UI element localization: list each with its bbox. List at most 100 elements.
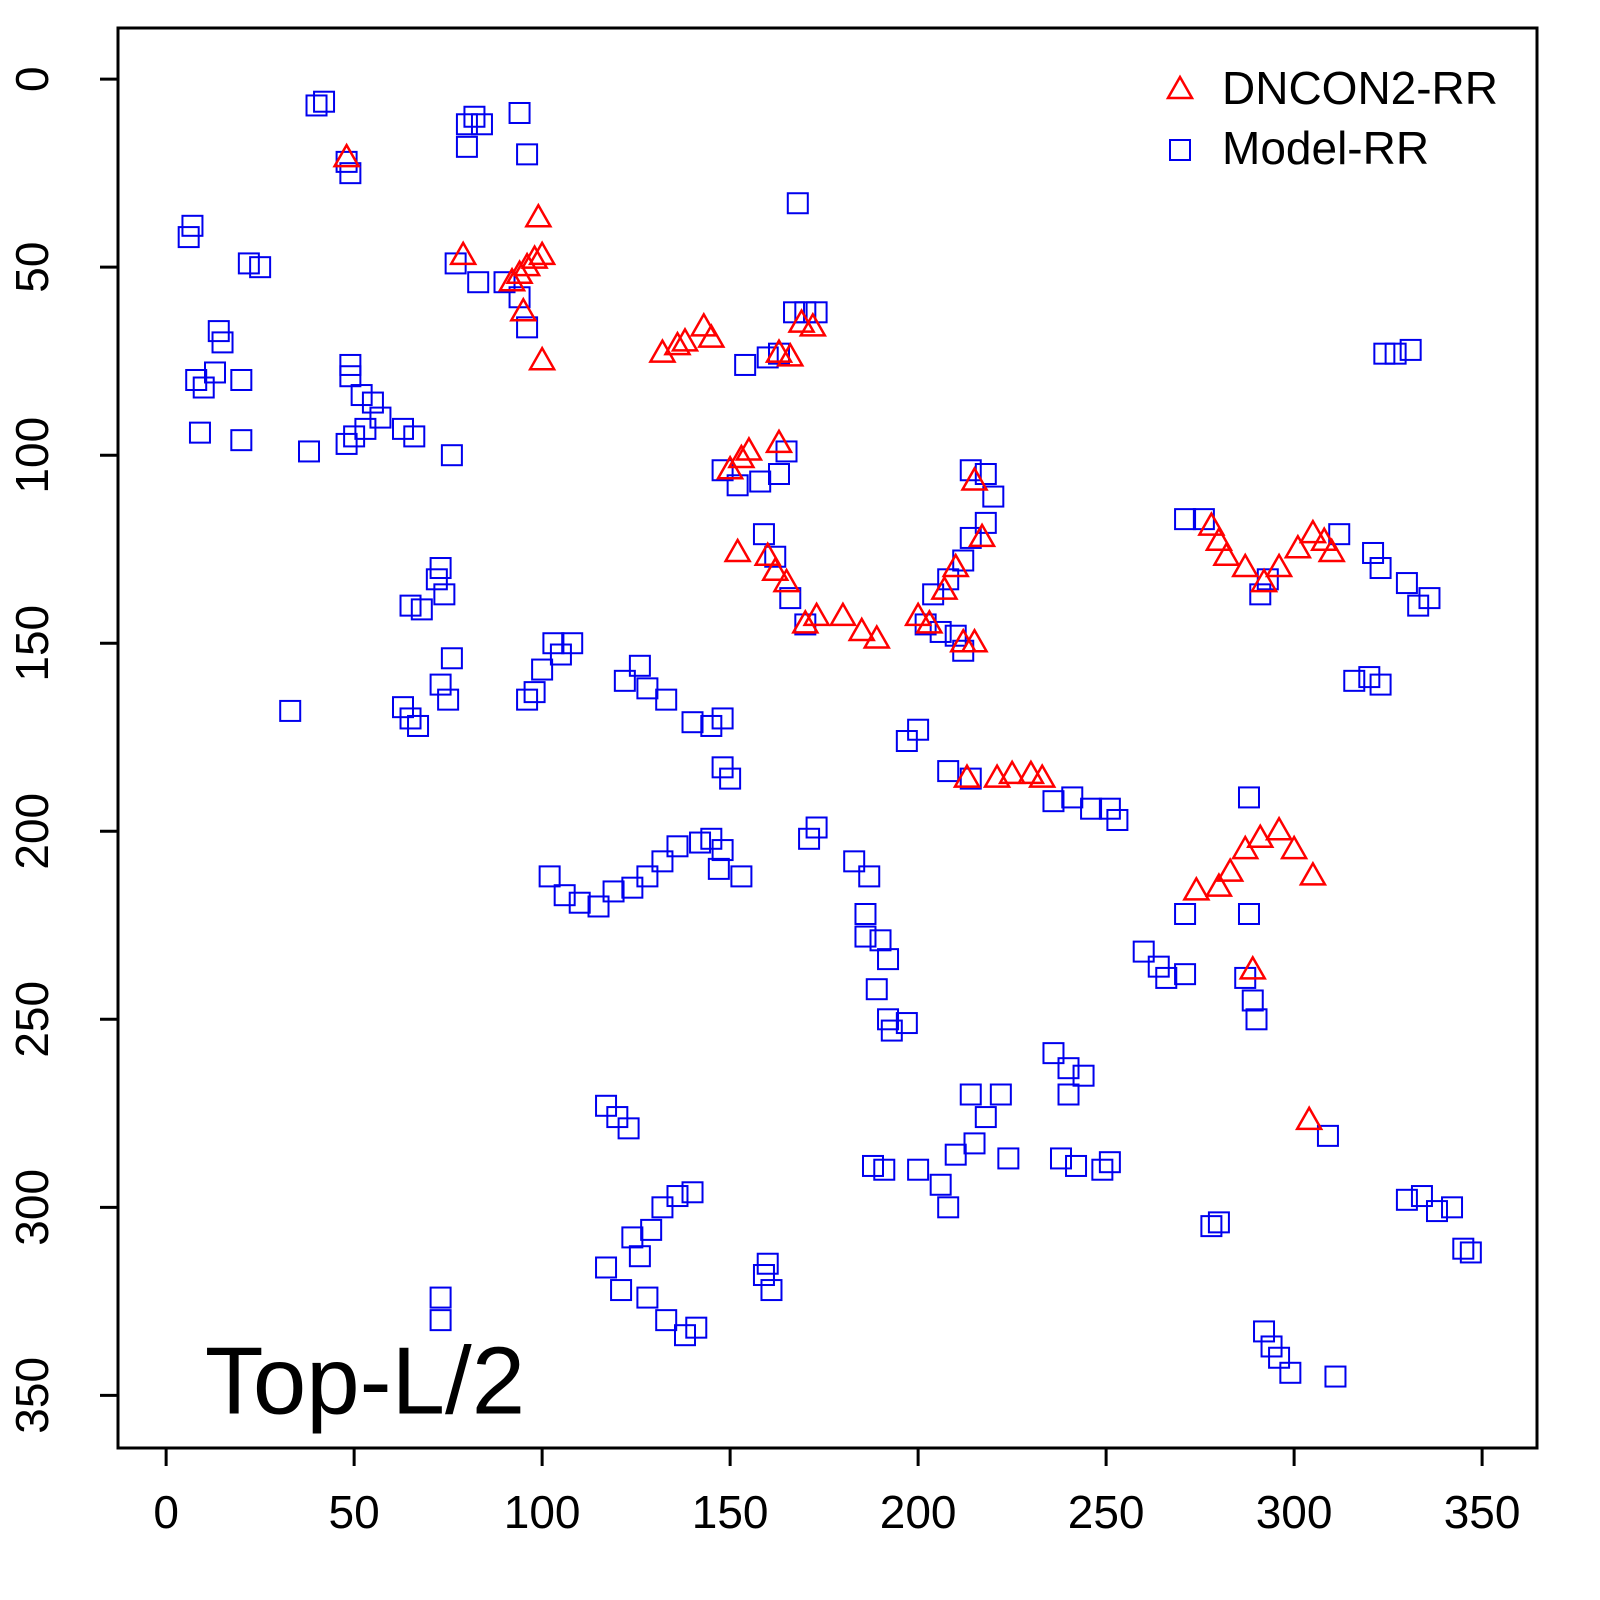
square-marker (467, 271, 490, 294)
square-marker (1065, 1154, 1088, 1177)
square-marker (1395, 1188, 1418, 1211)
triangle-marker (1182, 875, 1211, 901)
triangle-marker (1317, 537, 1346, 563)
square-marker (313, 90, 336, 113)
square-marker (399, 594, 422, 617)
square-marker (237, 252, 260, 275)
square-marker (974, 1106, 997, 1129)
square-marker (1441, 1196, 1464, 1219)
square-marker (959, 526, 982, 549)
square-marker (407, 714, 430, 737)
square-marker (350, 384, 373, 407)
square-marker (944, 1143, 967, 1166)
triangle-marker (1298, 518, 1328, 544)
square-marker (204, 361, 227, 384)
square-marker (877, 1008, 900, 1031)
square-marker (1279, 1361, 1302, 1384)
square-marker (843, 850, 866, 873)
square-marker (861, 1154, 884, 1177)
square-marker (230, 429, 253, 452)
square-marker (298, 440, 321, 463)
square-marker (410, 598, 433, 621)
square-marker (523, 681, 546, 704)
square-marker (655, 688, 678, 711)
triangle-marker (952, 763, 982, 788)
triangle-marker (1216, 857, 1245, 882)
square-marker (685, 1316, 708, 1339)
legend-label: DNCON2-RR (1222, 62, 1498, 114)
square-marker (805, 816, 828, 839)
triangle-marker (505, 259, 534, 284)
square-marker (211, 331, 234, 354)
square-marker (689, 831, 712, 854)
triangle-marker (791, 608, 820, 634)
square-marker (1174, 963, 1197, 986)
triangle-marker (915, 608, 944, 634)
square-marker (249, 256, 272, 279)
square-marker (470, 113, 493, 136)
x-tick-label: 250 (1068, 1486, 1145, 1538)
square-marker (711, 707, 734, 730)
square-marker (561, 632, 584, 655)
square-marker (854, 925, 877, 948)
square-marker (798, 827, 821, 850)
square-marker (531, 658, 554, 681)
square-marker (929, 1173, 952, 1196)
triangle-marker (1264, 552, 1294, 578)
square-marker (794, 301, 817, 324)
square-marker (392, 696, 415, 719)
square-marker (1328, 523, 1351, 546)
square-marker (542, 632, 565, 655)
square-marker (568, 891, 591, 914)
square-marker (508, 101, 531, 124)
square-marker (666, 835, 689, 858)
square-marker (207, 320, 230, 343)
square-marker (1268, 1346, 1291, 1369)
square-marker (1260, 1335, 1283, 1358)
square-marker (707, 857, 730, 880)
square-marker (455, 135, 478, 158)
square-marker (873, 1158, 896, 1181)
square-marker (767, 463, 790, 486)
square-marker (617, 1117, 640, 1140)
triangle-marker (761, 556, 790, 582)
square-marker (354, 417, 377, 440)
triangle-marker (734, 435, 764, 461)
square-marker (440, 444, 463, 467)
square-marker (711, 459, 734, 482)
triangle-marker (663, 330, 692, 356)
square-marker (230, 368, 253, 391)
square-marker (749, 470, 772, 493)
square-marker (1061, 786, 1084, 809)
square-marker (339, 365, 362, 388)
legend-marker (1165, 74, 1195, 100)
square-marker (869, 929, 892, 952)
square-marker (177, 226, 200, 249)
square-marker (1245, 1008, 1268, 1031)
square-marker (711, 756, 734, 779)
square-marker (516, 688, 539, 711)
triangle-marker (772, 567, 801, 593)
square-marker (429, 673, 452, 696)
square-marker (610, 1279, 633, 1302)
square-marker (922, 583, 945, 606)
square-marker (880, 1019, 903, 1042)
square-marker (1373, 342, 1396, 365)
square-marker (621, 1226, 644, 1249)
square-marker (1425, 1200, 1448, 1223)
y-tick-label: 300 (6, 1169, 58, 1246)
triangle-marker (1298, 860, 1328, 886)
triangle-marker (903, 601, 933, 627)
x-tick-label: 350 (1444, 1486, 1521, 1538)
square-marker (369, 406, 392, 429)
legend-label: Model-RR (1222, 122, 1429, 174)
square-marker (1358, 666, 1381, 689)
square-marker (681, 711, 704, 734)
triangle-marker (723, 537, 752, 563)
triangle-marker (1283, 533, 1313, 559)
square-marker (429, 1309, 452, 1332)
square-marker (1324, 1365, 1347, 1388)
triangle-marker (1197, 511, 1226, 536)
square-marker (1174, 902, 1197, 925)
square-marker (752, 1264, 775, 1287)
